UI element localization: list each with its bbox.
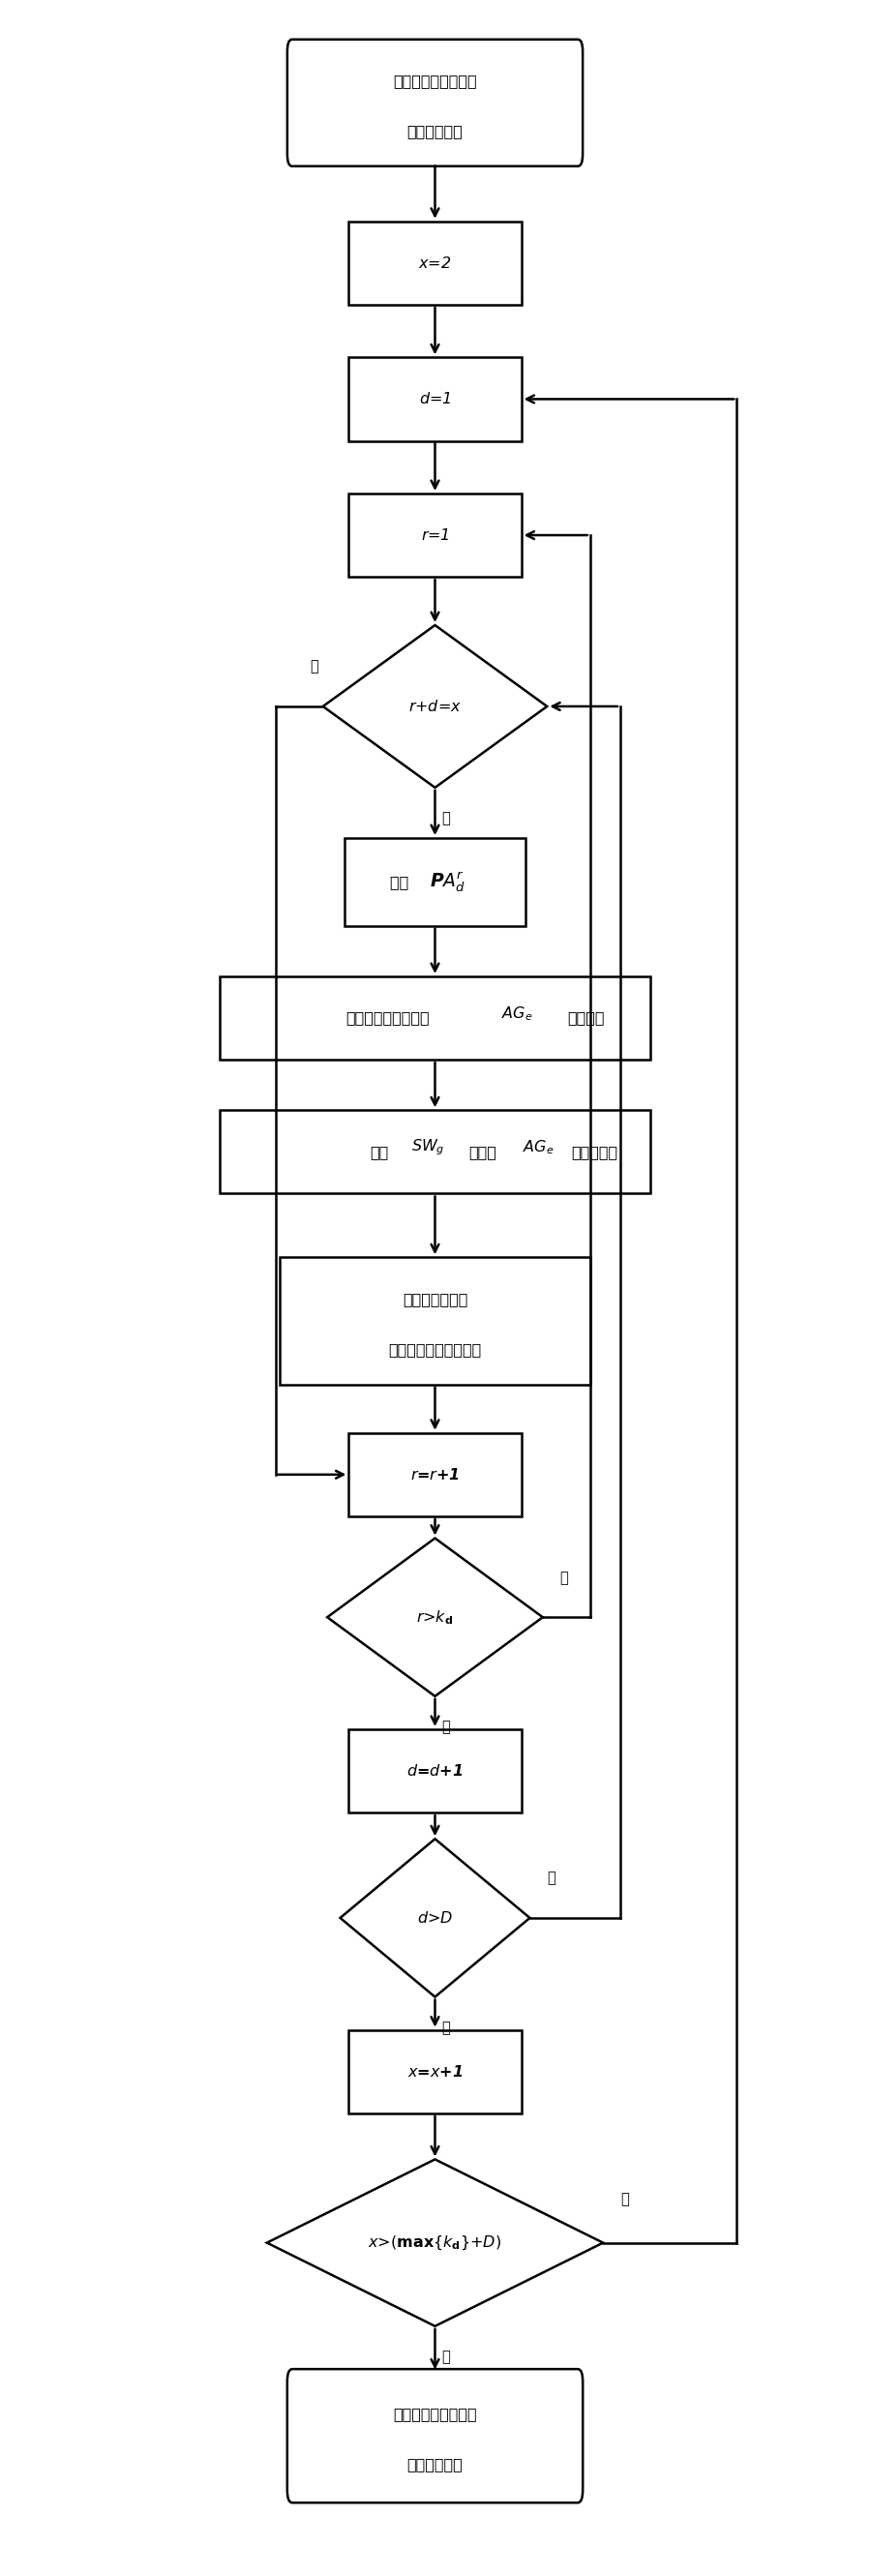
Text: $d$>$D$: $d$>$D$ <box>417 1911 453 1927</box>
Text: 打开所有开关: 打开所有开关 <box>407 124 463 139</box>
Text: 否: 否 <box>547 1870 556 1886</box>
Bar <box>280 1257 590 1383</box>
Text: 启动所有驱动单元，: 启动所有驱动单元， <box>393 75 477 88</box>
Text: $x$=$x$+1: $x$=$x$+1 <box>407 2063 463 2079</box>
Text: 关闭: 关闭 <box>370 1144 388 1159</box>
Bar <box>349 2030 521 2112</box>
Bar <box>219 1110 651 1193</box>
Text: $d$=1: $d$=1 <box>418 392 452 407</box>
Text: 打开开关，标记为空闲: 打开开关，标记为空闲 <box>388 1342 482 1358</box>
Text: $\boldsymbol{PA_d^r}$: $\boldsymbol{PA_d^r}$ <box>430 871 465 894</box>
Text: ，标记: ，标记 <box>468 1144 497 1159</box>
Text: 为忙碌状态: 为忙碌状态 <box>572 1144 618 1159</box>
Text: $r$=$r$+1: $r$=$r$+1 <box>411 1466 459 1481</box>
Text: 完成加工阶段，: 完成加工阶段， <box>403 1291 467 1306</box>
Text: 计算: 计算 <box>390 876 413 889</box>
Text: $x$>($\mathbf{max}${$k_\mathbf{d}$}+$D$): $x$>($\mathbf{max}${$k_\mathbf{d}$}+$D$) <box>368 2233 502 2251</box>
Bar <box>349 1432 521 1517</box>
Text: $r$>$k_\mathbf{d}$: $r$>$k_\mathbf{d}$ <box>417 1607 453 1625</box>
Text: 选择驱动效率最高的: 选择驱动效率最高的 <box>345 1010 430 1025</box>
Text: 是: 是 <box>441 2020 450 2035</box>
FancyBboxPatch shape <box>287 39 583 167</box>
Bar <box>349 358 521 440</box>
Text: $r$=1: $r$=1 <box>420 528 450 544</box>
Text: $AG_e$: $AG_e$ <box>501 1005 532 1023</box>
Bar <box>349 1728 521 1814</box>
Text: 否: 否 <box>620 2192 629 2205</box>
Polygon shape <box>327 1538 543 1695</box>
Bar <box>349 222 521 304</box>
Polygon shape <box>267 2159 603 2326</box>
FancyBboxPatch shape <box>287 2370 583 2504</box>
Bar <box>349 495 521 577</box>
Polygon shape <box>340 1839 530 1996</box>
Text: 提供能量: 提供能量 <box>567 1010 605 1025</box>
Polygon shape <box>323 626 547 788</box>
Text: $SW_g$: $SW_g$ <box>412 1139 445 1157</box>
Text: $AG_e$: $AG_e$ <box>523 1139 554 1157</box>
Text: 是: 是 <box>441 1721 450 1734</box>
Text: $r$+$d$=$x$: $r$+$d$=$x$ <box>408 698 462 714</box>
Text: $d$=$d$+1: $d$=$d$+1 <box>407 1762 463 1777</box>
Text: 关闭所有开关: 关闭所有开关 <box>407 2458 463 2473</box>
Text: 关闭所有驱动单元，: 关闭所有驱动单元， <box>393 2406 477 2421</box>
Text: 否: 否 <box>310 659 318 675</box>
Bar <box>219 976 651 1059</box>
Text: 是: 是 <box>441 811 450 824</box>
Bar <box>345 837 525 925</box>
Text: 是: 是 <box>441 2349 450 2365</box>
Text: $x$=2: $x$=2 <box>418 255 452 270</box>
Text: 否: 否 <box>560 1571 568 1584</box>
